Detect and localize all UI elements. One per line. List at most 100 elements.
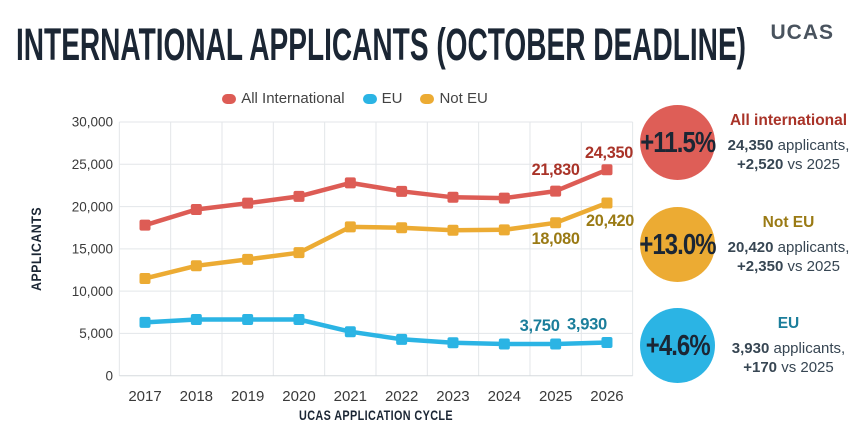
x-axis-title: UCAS APPLICATION CYCLE [299,407,453,423]
delta-value: +2,520 [736,155,784,173]
delta-suffix: vs 2025 [777,358,834,376]
series-line-not-eu [144,200,608,281]
data-point-eu-2023 [447,337,459,349]
eu-swatch-icon [362,93,377,104]
data-point-not-eu-2023 [447,224,459,236]
delta-suffix: vs 2025 [783,257,840,275]
x-tick-label-2023: 2023 [436,388,469,405]
y-axis-title: APPLICANTS [28,207,44,291]
x-tick-label-2019: 2019 [231,388,264,405]
badge-title: All international [729,111,848,129]
data-point-not-eu-2021 [344,221,356,233]
data-point-eu-2019 [242,313,254,325]
legend: All International EU Not EU [130,90,580,107]
legend-item-not-eu: Not EU [420,90,488,107]
badge-title: Not EU [762,213,815,231]
data-point-all-international-2025 [550,185,562,197]
badge-text-not-eu: Not EU 20,420 applicants, +2,350 vs 2025 [723,214,854,276]
data-point-all-international-2018 [190,204,202,216]
badge-eu: +4.6% EU 3,930 applicants, +170 vs 2025 [640,308,854,383]
series-layer [139,164,613,350]
data-point-all-international-2023 [447,191,459,203]
all-international-swatch-icon [222,93,237,104]
x-tick-label-2018: 2018 [180,388,213,405]
x-tick-label-2024: 2024 [488,388,521,405]
y-tick-label: 5,000 [79,326,113,341]
data-point-all-international-2020 [293,190,305,202]
page-title-text: INTERNATIONAL APPLICANTS (OCTOBER DEADLI… [16,19,746,70]
applicants-count: 20,420 [727,238,774,256]
point-label-not-eu-2025: 18,080 [532,229,580,248]
legend-label: Not EU [439,90,488,107]
applicants-count: 3,930 [731,339,770,357]
delta-suffix: vs 2025 [783,155,840,173]
point-label-eu-2026: 3,930 [567,314,607,333]
badge-applicants-line: 3,930 applicants, [723,339,854,358]
all-international-percent-circle: +11.5% [640,105,716,180]
applicants-chart: 0 5,000 10,000 15,000 20,000 25,000 30,000 2017… [28,115,635,423]
delta-value: +2,350 [736,257,784,275]
data-point-not-eu-2026 [601,197,613,209]
legend-item-eu: EU [362,90,403,107]
badge-all-international: +11.5% All international 24,350 applican… [640,105,854,180]
y-tick-label: 15,000 [72,242,113,257]
x-tick-label-2026: 2026 [590,388,623,405]
data-point-all-international-2022 [396,185,408,197]
data-point-eu-2026 [601,336,613,348]
badge-delta-line: +2,520 vs 2025 [723,155,854,174]
badge-applicants-line: 20,420 applicants, [723,238,854,257]
applicants-suffix: applicants, [773,136,850,154]
data-point-all-international-2019 [242,197,254,209]
point-label-eu-2025: 3,750 [520,316,560,335]
y-tick-label: 10,000 [72,284,113,299]
data-point-not-eu-2024 [498,224,510,236]
data-point-not-eu-2018 [190,260,202,272]
series-line-all-international [144,167,608,228]
y-tick-label: 0 [105,368,113,383]
data-point-not-eu-2022 [396,222,408,234]
grid-layer: 0 5,000 10,000 15,000 20,000 25,000 30,000 2017… [72,115,634,405]
badge-text-all-international: All international 24,350 applicants, +2,… [723,112,854,174]
x-tick-label-2020: 2020 [282,388,315,405]
not-eu-swatch-icon [420,93,435,104]
page-title: INTERNATIONAL APPLICANTS (OCTOBER DEADLI… [16,19,746,70]
percent-value: +13.0% [639,227,716,261]
ucas-logo: UCAS [770,21,834,44]
data-point-eu-2024 [498,338,510,350]
legend-label: EU [381,90,403,107]
applicants-suffix: applicants, [769,339,846,357]
data-point-all-international-2024 [498,192,510,204]
data-point-not-eu-2025 [550,217,562,229]
data-point-all-international-2026 [601,164,613,176]
applicants-count: 24,350 [727,136,774,154]
legend-item-all-international: All International [222,90,345,107]
data-point-not-eu-2017 [139,272,151,284]
badge-not-eu: +13.0% Not EU 20,420 applicants, +2,350 … [639,207,854,282]
data-point-eu-2025 [550,338,562,350]
applicants-suffix: applicants, [773,238,850,256]
data-point-eu-2020 [293,313,305,325]
badge-title: EU [777,314,800,332]
point-label-all-international-2025: 21,830 [532,160,580,179]
percent-value: +4.6% [645,328,711,362]
label-layer: 21,830 24,350 3,750 3,930 18,080 20,420 [520,143,635,335]
point-label-not-eu-2026: 20,420 [586,211,634,230]
series-line-eu [144,317,608,347]
data-point-all-international-2021 [344,177,356,189]
legend-label: All International [241,90,345,107]
badge-delta-line: +2,350 vs 2025 [723,257,854,276]
x-tick-label-2017: 2017 [128,388,161,405]
y-tick-label: 25,000 [72,157,113,172]
x-tick-label-2025: 2025 [539,388,572,405]
badge-text-eu: EU 3,930 applicants, +170 vs 2025 [723,315,854,377]
y-tick-label: 20,000 [72,199,113,214]
data-point-eu-2018 [190,313,202,325]
data-point-not-eu-2020 [293,247,305,259]
delta-value: +170 [743,358,778,376]
badge-delta-line: +170 vs 2025 [723,358,854,377]
point-label-all-international-2026: 24,350 [585,143,633,162]
x-tick-label-2022: 2022 [385,388,418,405]
badge-applicants-line: 24,350 applicants, [723,136,854,155]
percent-value: +11.5% [640,125,716,159]
